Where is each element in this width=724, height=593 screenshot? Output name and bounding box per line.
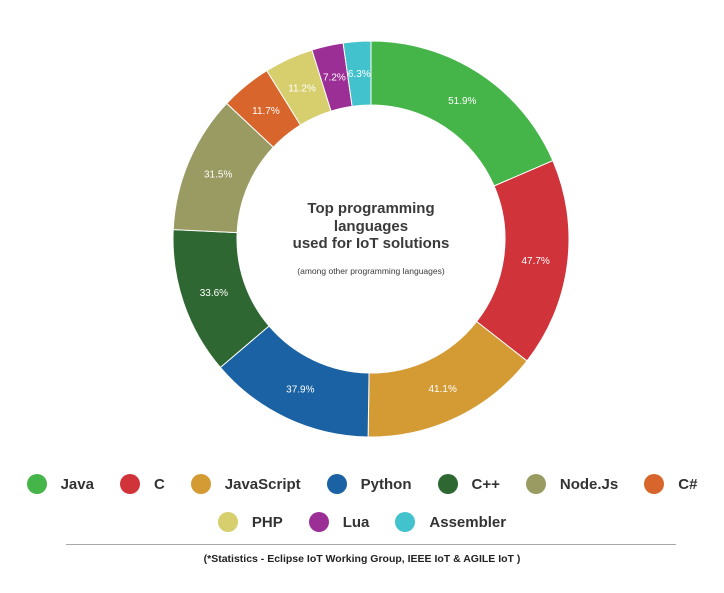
- legend-item-java: Java: [26, 474, 94, 494]
- data-label-node-js: 31.5%: [204, 170, 232, 181]
- legend-label: Python: [360, 475, 412, 493]
- data-label-c-: 33.6%: [200, 288, 228, 299]
- legend-swatch: [644, 474, 665, 494]
- legend-row-2: PHP Lua Assembler: [0, 512, 724, 532]
- legend-swatch: [437, 474, 458, 494]
- divider-line: [66, 544, 676, 545]
- legend-label: Lua: [342, 513, 370, 531]
- legend-item-cplusplus: C++: [437, 474, 500, 494]
- legend-label: Node.Js: [559, 475, 619, 493]
- legend-item-php: PHP: [217, 512, 283, 532]
- legend-item-node-js: Node.Js: [525, 474, 619, 494]
- legend-swatch: [190, 474, 211, 494]
- legend-item-c: C: [119, 474, 165, 494]
- legend-item-assembler: Assembler: [395, 512, 506, 532]
- data-label-assembler: 6.3%: [348, 69, 371, 80]
- legend-label: PHP: [251, 513, 283, 531]
- chart-title: Top programming languages used for IoT s…: [246, 200, 496, 253]
- legend-item-python: Python: [326, 474, 412, 494]
- legend-swatch: [525, 474, 546, 494]
- donut-slice-assembler: [342, 40, 372, 107]
- legend-label: C++: [471, 475, 500, 493]
- legend-swatch: [119, 474, 140, 494]
- legend-item-lua: Lua: [308, 512, 370, 532]
- legend-label: Assembler: [429, 513, 507, 531]
- legend-item-javascript: JavaScript: [190, 474, 301, 494]
- chart-title-line-1: Top programming: [307, 200, 435, 217]
- data-label-python: 37.9%: [286, 385, 314, 396]
- legend-swatch: [308, 512, 329, 532]
- data-label-php: 11.2%: [288, 84, 316, 95]
- legend-swatch: [326, 474, 347, 494]
- legend-swatch: [395, 512, 416, 532]
- legend-row-1: Java C JavaScript Python C++ Node.Js C#: [0, 474, 724, 494]
- data-label-c: 47.7%: [521, 256, 549, 267]
- legend-label: Java: [60, 475, 94, 493]
- data-label-java: 51.9%: [448, 96, 476, 107]
- legend-label: JavaScript: [224, 475, 301, 493]
- data-label-lua: 7.2%: [323, 73, 346, 84]
- donut-slice-java: [370, 40, 554, 187]
- chart-title-line-3: used for IoT solutions: [292, 235, 450, 252]
- chart-title-line-2: languages: [333, 217, 409, 235]
- legend-label: C: [153, 475, 165, 493]
- legend-label: C#: [678, 475, 698, 493]
- legend-swatch: [217, 512, 238, 532]
- legend-item-csharp: C#: [644, 474, 697, 494]
- data-label-c-: 11.7%: [252, 106, 280, 117]
- data-label-javascript: 41.1%: [428, 384, 456, 395]
- donut-chart: 51.9% 47.7% 41.1% 37.9% 33.6% 31.5% 11.7% 11.2%…: [172, 40, 570, 438]
- chart-subtitle: (among other programming languages): [297, 266, 445, 276]
- legend-swatch: [26, 474, 47, 494]
- footnote: (*Statistics - Eclipse IoT Working Group…: [203, 553, 521, 565]
